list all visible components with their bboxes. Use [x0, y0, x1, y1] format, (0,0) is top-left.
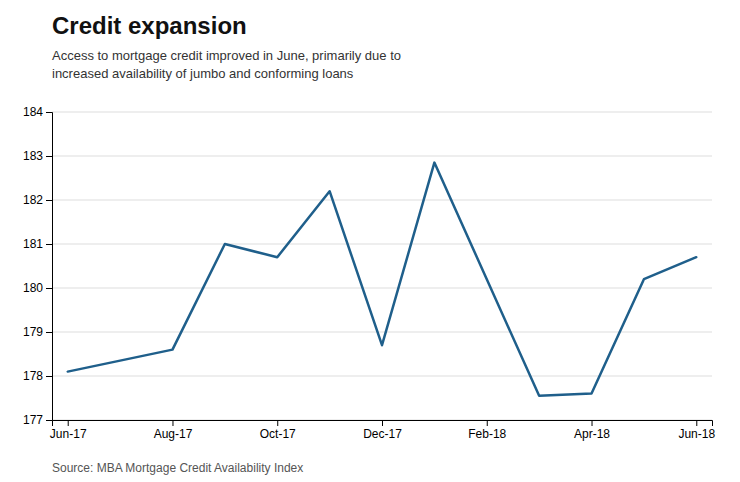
- x-tick: Feb-18: [468, 420, 506, 441]
- y-tick-label: 177: [23, 413, 43, 427]
- y-tick-mark: [46, 332, 52, 333]
- x-tick-label: Jun-18: [678, 427, 715, 441]
- y-axis-line: [46, 113, 53, 421]
- y-tick: 184: [23, 105, 52, 119]
- x-tick-mark: [277, 420, 278, 426]
- grid-line: [52, 288, 712, 289]
- grid-line: [52, 244, 712, 245]
- x-tick-label: Feb-18: [468, 427, 506, 441]
- y-tick-mark: [46, 420, 52, 421]
- chart: Credit expansion Access to mortgage credi…: [0, 0, 740, 482]
- x-axis: Jun-17 Aug-17 Oct-17 Dec-17 Feb-18 Apr-18 Jun-…: [50, 420, 716, 441]
- y-tick-mark: [46, 244, 52, 245]
- plot: 177 178 179 180 181 182 183 184 Jun-17 Aug-17 Oct-…: [23, 105, 715, 440]
- x-tick-mark: [382, 420, 383, 426]
- x-tick: Aug-17: [154, 420, 193, 441]
- x-axis-line: [53, 421, 713, 427]
- grid: [52, 112, 712, 420]
- y-tick-label: 179: [23, 325, 43, 339]
- marks: [68, 163, 697, 396]
- y-tick-mark: [46, 156, 52, 157]
- y-tick-label: 183: [23, 149, 43, 163]
- x-tick-mark: [487, 420, 488, 426]
- y-tick: 178: [23, 369, 52, 383]
- y-tick: 181: [23, 237, 52, 251]
- y-tick-mark: [46, 288, 52, 289]
- y-tick: 180: [23, 281, 52, 295]
- x-tick-label: Aug-17: [154, 427, 193, 441]
- x-tick-mark: [696, 420, 697, 426]
- y-tick: 183: [23, 149, 52, 163]
- y-tick-mark: [46, 112, 52, 113]
- x-tick: Apr-18: [574, 420, 610, 441]
- y-tick: 179: [23, 325, 52, 339]
- line: [68, 163, 697, 396]
- x-tick: Dec-17: [363, 420, 402, 441]
- y-tick-mark: [46, 376, 52, 377]
- x-tick-mark: [68, 420, 69, 426]
- y-tick-label: 181: [23, 237, 43, 251]
- x-tick: Jun-17: [50, 420, 87, 441]
- y-tick: 182: [23, 193, 52, 207]
- title: Credit expansion: [52, 12, 247, 39]
- x-tick: Oct-17: [260, 420, 296, 441]
- y-tick-label: 180: [23, 281, 43, 295]
- x-tick-mark: [172, 420, 173, 426]
- y-tick-label: 178: [23, 369, 43, 383]
- source: Source: MBA Mortgage Credit Availability…: [52, 461, 303, 475]
- x-tick-mark: [592, 420, 593, 426]
- y-tick-mark: [46, 200, 52, 201]
- y-axis: 177 178 179 180 181 182 183 184: [23, 105, 53, 427]
- y-tick: 177: [23, 413, 52, 427]
- grid-line: [52, 156, 712, 157]
- x-tick-label: Apr-18: [574, 427, 610, 441]
- grid-line: [52, 332, 712, 333]
- grid-line: [52, 200, 712, 201]
- y-tick-label: 184: [23, 105, 43, 119]
- x-tick-label: Dec-17: [363, 427, 402, 441]
- x-tick-label: Jun-17: [50, 427, 87, 441]
- grid-line: [52, 112, 712, 113]
- subtitle: Access to mortgage credit improved in Ju…: [52, 48, 401, 81]
- x-tick-label: Oct-17: [260, 427, 296, 441]
- y-tick-label: 182: [23, 193, 43, 207]
- x-tick: Jun-18: [678, 420, 715, 441]
- grid-line: [52, 376, 712, 377]
